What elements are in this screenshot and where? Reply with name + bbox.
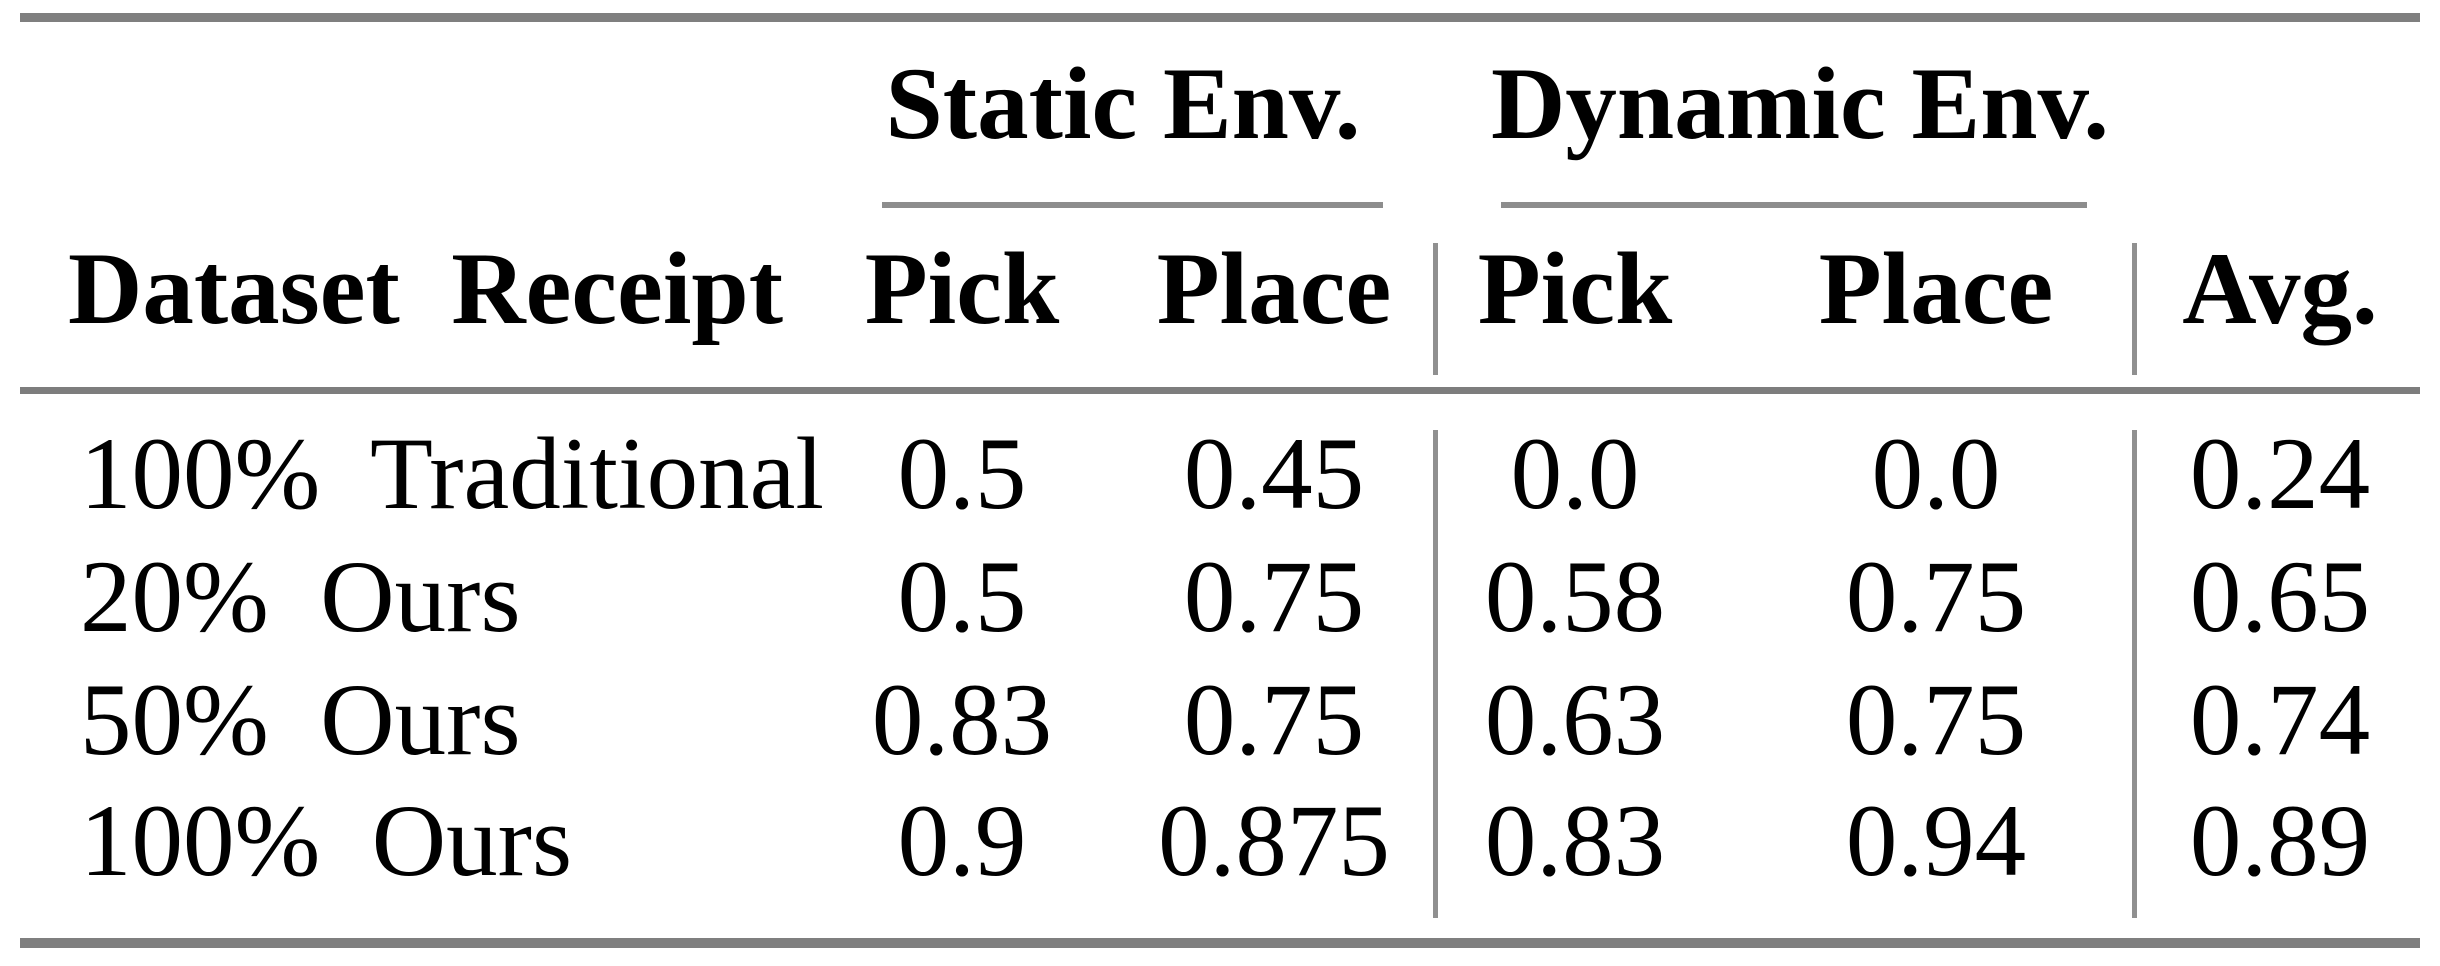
table-cell: 0.75	[1845, 663, 2027, 777]
dynamic-env-group-header: Dynamic Env.	[1490, 47, 2110, 161]
dynamic-env-cmidrule	[1501, 202, 2087, 208]
table-cell: 0.75	[1183, 540, 1365, 654]
static-env-group-header: Static Env.	[885, 47, 1361, 161]
row-label: 100% Ours	[80, 784, 573, 898]
column-header-dataset-receipt: Dataset Receipt	[68, 232, 784, 346]
vertical-divider-2-body	[2132, 430, 2137, 918]
column-header-avg: Avg.	[2182, 232, 2378, 346]
table-cell: 0.74	[2189, 663, 2371, 777]
column-header-dynamic-place: Place	[1818, 232, 2054, 346]
vertical-divider-1-header	[1433, 243, 1438, 375]
table-cell: 0.83	[1484, 784, 1666, 898]
row-label: 50% Ours	[80, 663, 521, 777]
vertical-divider-1-body	[1433, 430, 1438, 918]
table-cell: 0.75	[1183, 663, 1365, 777]
table-cell: 0.83	[871, 663, 1053, 777]
bottom-rule	[20, 938, 2420, 948]
table-cell: 0.5	[897, 540, 1027, 654]
vertical-divider-2-header	[2132, 243, 2137, 375]
table-cell: 0.5	[897, 417, 1027, 531]
row-label: 20% Ours	[80, 540, 521, 654]
table-cell: 0.63	[1484, 663, 1666, 777]
column-header-static-place: Place	[1156, 232, 1392, 346]
column-header-dynamic-pick: Pick	[1477, 232, 1673, 346]
static-env-cmidrule	[882, 202, 1383, 208]
table-cell: 0.0	[1510, 417, 1640, 531]
table-cell: 0.75	[1845, 540, 2027, 654]
table-cell: 0.58	[1484, 540, 1666, 654]
header-separator-rule	[20, 387, 2420, 394]
table-cell: 0.89	[2189, 784, 2371, 898]
column-header-static-pick: Pick	[864, 232, 1060, 346]
table-cell: 0.65	[2189, 540, 2371, 654]
table-cell: 0.24	[2189, 417, 2371, 531]
table-cell: 0.0	[1871, 417, 2001, 531]
table-cell: 0.45	[1183, 417, 1365, 531]
table-cell: 0.9	[897, 784, 1027, 898]
top-rule	[20, 13, 2420, 22]
table-cell: 0.875	[1158, 784, 1390, 898]
row-label: 100% Traditional	[80, 417, 824, 531]
table-cell: 0.94	[1845, 784, 2027, 898]
